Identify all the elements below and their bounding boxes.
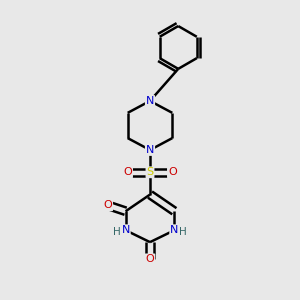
- Text: N: N: [122, 225, 130, 235]
- Text: N: N: [146, 145, 154, 155]
- Text: O: O: [103, 200, 112, 210]
- Text: O: O: [146, 254, 154, 264]
- Text: H: H: [179, 227, 187, 237]
- Text: N: N: [146, 96, 154, 106]
- Text: O: O: [123, 167, 132, 177]
- Text: S: S: [146, 167, 154, 177]
- Text: N: N: [170, 225, 178, 235]
- Text: H: H: [113, 227, 121, 237]
- Text: O: O: [168, 167, 177, 177]
